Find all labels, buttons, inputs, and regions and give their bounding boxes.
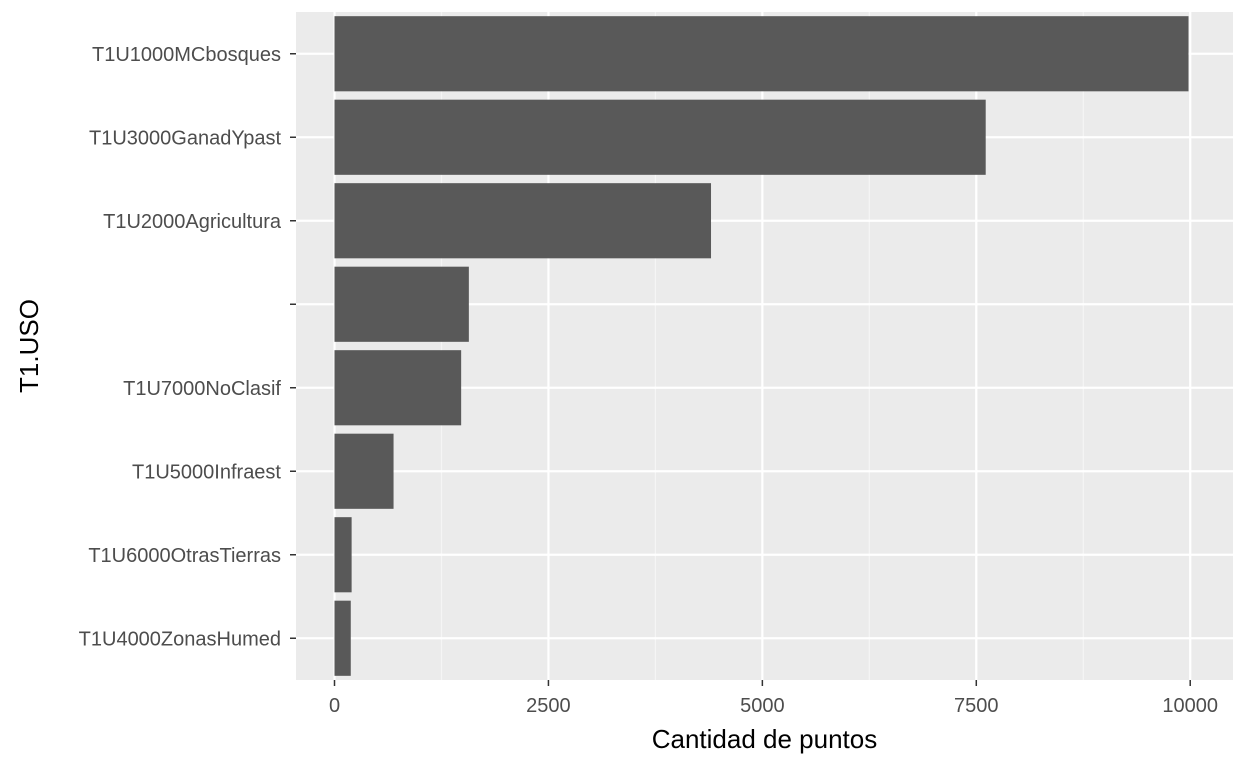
- bars: [334, 16, 1189, 676]
- bar: [334, 183, 712, 259]
- y-tick-label: T1U5000Infraest: [132, 461, 281, 483]
- x-axis-title: Cantidad de puntos: [652, 724, 878, 754]
- y-axis: T1U1000MCbosques T1U3000GanadYpast T1U2000…: [79, 44, 296, 650]
- bar: [334, 350, 462, 426]
- x-tick-label: 5000: [740, 695, 785, 717]
- bar: [334, 600, 351, 676]
- y-tick-label: T1U1000MCbosques: [92, 44, 281, 66]
- x-tick-label: 2500: [526, 695, 571, 717]
- bar: [334, 99, 986, 175]
- x-tick-label: 7500: [954, 695, 999, 717]
- y-axis-title: T1.USO: [14, 299, 44, 393]
- bar: [334, 16, 1189, 92]
- bar: [334, 433, 394, 509]
- x-axis: 0 2500 5000 7500 10000: [329, 680, 1218, 717]
- y-tick-label: T1U3000GanadYpast: [89, 127, 281, 149]
- bar: [334, 517, 352, 593]
- x-tick-label: 10000: [1162, 695, 1218, 717]
- x-tick-label: 0: [329, 695, 340, 717]
- y-tick-label: T1U4000ZonasHumed: [79, 628, 281, 650]
- bar: [334, 266, 469, 342]
- y-tick-label: T1U7000NoClasif: [123, 378, 281, 400]
- y-tick-label: T1U2000Agricultura: [103, 211, 282, 233]
- y-tick-label: T1U6000OtrasTierras: [88, 545, 281, 567]
